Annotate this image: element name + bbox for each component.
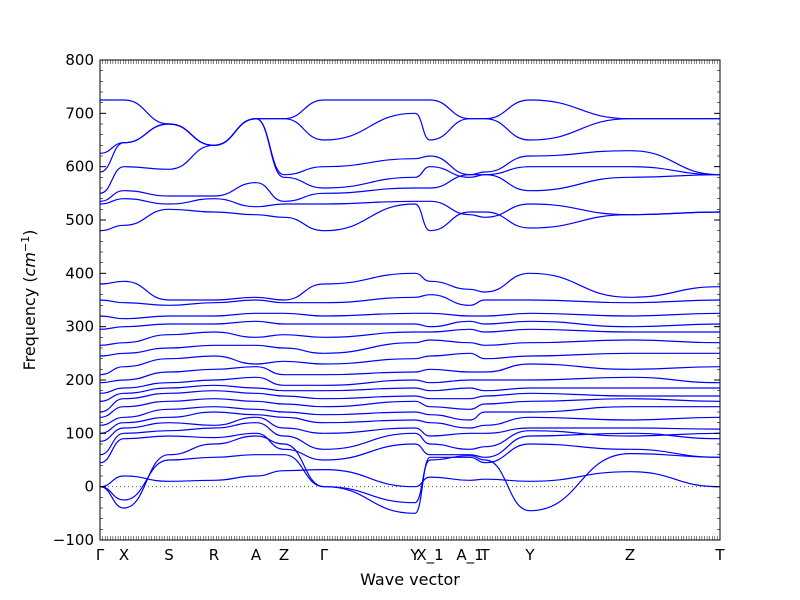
x-tick-label: Z	[625, 546, 635, 564]
x-tick-label: T	[714, 546, 725, 564]
phonon-band-3	[99, 432, 721, 464]
phonon-band-13	[99, 352, 720, 376]
x-tick-label: Γ	[96, 546, 105, 564]
x-tick-label: Y	[409, 546, 420, 564]
y-tick-label: 700	[65, 104, 94, 122]
x-tick-label: T	[479, 546, 490, 564]
phonon-band-8	[99, 398, 721, 418]
x-tick-label: Γ	[320, 546, 329, 564]
phonon-band-19	[99, 272, 721, 301]
y-tick-label: 400	[65, 264, 94, 282]
phonon-band-9	[99, 390, 720, 413]
x-tick-label: X_1	[416, 546, 443, 565]
y-axis-label-unit: cm	[20, 252, 39, 276]
y-ticks-group: −100 0 100 200 300 400 500 600 700 800	[53, 51, 720, 549]
x-tick-label: R	[209, 546, 219, 564]
phonon-band-10	[99, 384, 720, 402]
phonon-band-12	[99, 363, 721, 384]
x-tick-label: S	[164, 546, 174, 564]
phonon-band-22	[99, 174, 721, 202]
phonon-band-0	[99, 468, 721, 488]
phonon-band-7	[99, 406, 720, 426]
phonon-band-21	[99, 198, 721, 218]
y-tick-label: 200	[65, 371, 94, 389]
y-tick-label: 0	[84, 478, 94, 496]
x-tick-label: A_1	[456, 546, 483, 565]
phonon-band-23	[99, 118, 721, 194]
x-tick-label: Z	[279, 546, 289, 564]
phonon-band-26	[100, 99, 720, 146]
phonon-band-6	[99, 411, 721, 434]
y-axis-label: Frequency (cm−1)	[19, 230, 39, 371]
phonon-band-2	[99, 435, 721, 514]
x-axis-label: Wave vector	[360, 570, 460, 589]
phonon-band-5	[99, 416, 721, 442]
y-tick-label: 800	[65, 51, 94, 69]
x-ticks-group: Γ X S R A Z Γ YX_1 A_1T Y Z T	[96, 60, 725, 565]
phonon-band-17	[99, 312, 721, 320]
y-tick-label: 500	[65, 211, 94, 229]
phonon-band-15	[99, 328, 720, 346]
bands-group	[99, 99, 721, 514]
phonon-band-20	[99, 203, 721, 232]
phonon-band-11	[99, 376, 721, 394]
y-axis-label-close: )	[20, 230, 39, 236]
phonon-band-1	[99, 452, 721, 512]
x-tick-label: Y	[524, 546, 535, 564]
y-axis-label-main: Frequency (	[20, 276, 39, 370]
phonon-band-4	[99, 422, 721, 456]
phonon-band-18	[99, 294, 721, 306]
y-tick-label: 100	[65, 424, 94, 442]
y-tick-label: 300	[65, 318, 94, 336]
y-tick-label: −100	[53, 531, 94, 549]
phonon-band-16	[99, 320, 721, 330]
phonon-band-14	[99, 339, 721, 357]
y-tick-label: 600	[65, 158, 94, 176]
x-tick-label: X	[119, 546, 129, 564]
y-axis-label-exponent: −1	[19, 236, 32, 252]
x-tick-label: A	[251, 546, 262, 564]
